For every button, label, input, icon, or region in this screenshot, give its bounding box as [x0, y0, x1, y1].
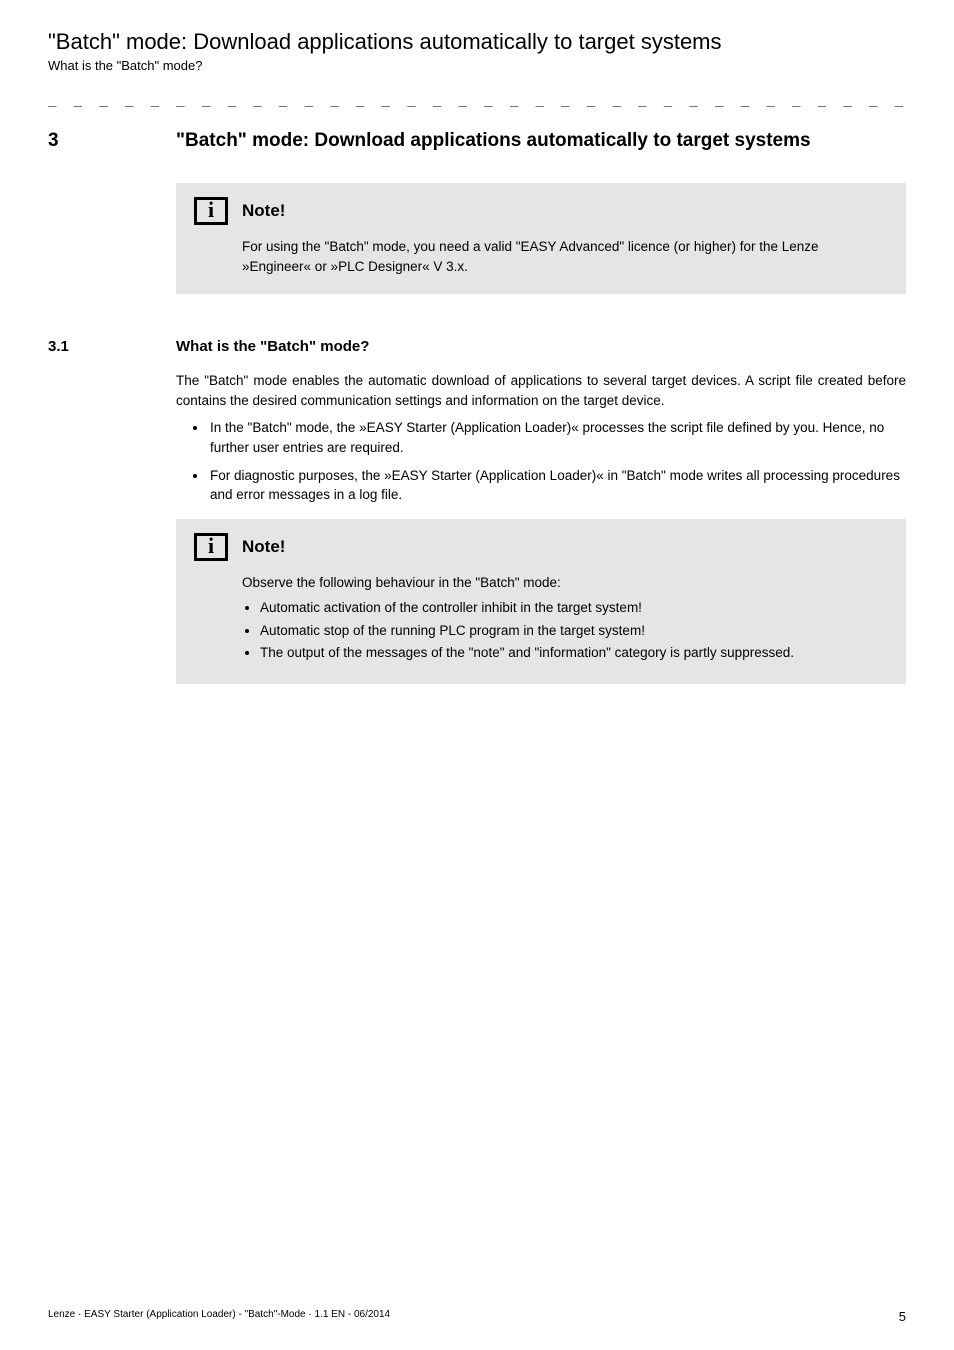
note-box-licence: i Note! For using the "Batch" mode, you …: [176, 183, 906, 294]
footer-left-text: Lenze · EASY Starter (Application Loader…: [48, 1309, 390, 1324]
section-heading: 3 "Batch" mode: Download applications au…: [48, 129, 906, 154]
list-item: Automatic stop of the running PLC progra…: [260, 621, 888, 641]
note-intro-text: Observe the following behaviour in the "…: [242, 573, 888, 593]
section-title: "Batch" mode: Download applications auto…: [176, 129, 811, 154]
subsection-body: The "Batch" mode enables the automatic d…: [176, 371, 906, 684]
note-behaviour-list: Automatic activation of the controller i…: [242, 598, 888, 663]
page-footer: Lenze · EASY Starter (Application Loader…: [48, 1309, 906, 1324]
subsection-heading: 3.1 What is the "Batch" mode?: [48, 338, 906, 355]
note-label: Note!: [242, 537, 285, 557]
note-header: i Note!: [194, 533, 888, 561]
note-label: Note!: [242, 201, 285, 221]
note-header: i Note!: [194, 197, 888, 225]
page: "Batch" mode: Download applications auto…: [0, 0, 954, 1350]
subsection-number: 3.1: [48, 338, 176, 355]
list-item: In the "Batch" mode, the »EASY Starter (…: [208, 418, 906, 457]
running-header: "Batch" mode: Download applications auto…: [48, 28, 906, 73]
section-body: i Note! For using the "Batch" mode, you …: [176, 183, 906, 294]
divider-line: _ _ _ _ _ _ _ _ _ _ _ _ _ _ _ _ _ _ _ _ …: [48, 91, 906, 107]
page-number: 5: [899, 1309, 906, 1324]
paragraph-intro: The "Batch" mode enables the automatic d…: [176, 371, 906, 410]
list-item: For diagnostic purposes, the »EASY Start…: [208, 466, 906, 505]
running-header-title: "Batch" mode: Download applications auto…: [48, 28, 906, 56]
list-item: Automatic activation of the controller i…: [260, 598, 888, 618]
note-box-behaviour: i Note! Observe the following behaviour …: [176, 519, 906, 684]
note-body-text: For using the "Batch" mode, you need a v…: [242, 237, 888, 276]
section-number: 3: [48, 130, 176, 152]
info-icon: i: [194, 197, 228, 225]
running-header-subtitle: What is the "Batch" mode?: [48, 58, 906, 73]
subsection-title: What is the "Batch" mode?: [176, 338, 369, 355]
list-item: The output of the messages of the "note"…: [260, 643, 888, 663]
feature-list: In the "Batch" mode, the »EASY Starter (…: [176, 418, 906, 504]
info-icon: i: [194, 533, 228, 561]
note-body: Observe the following behaviour in the "…: [242, 573, 888, 663]
